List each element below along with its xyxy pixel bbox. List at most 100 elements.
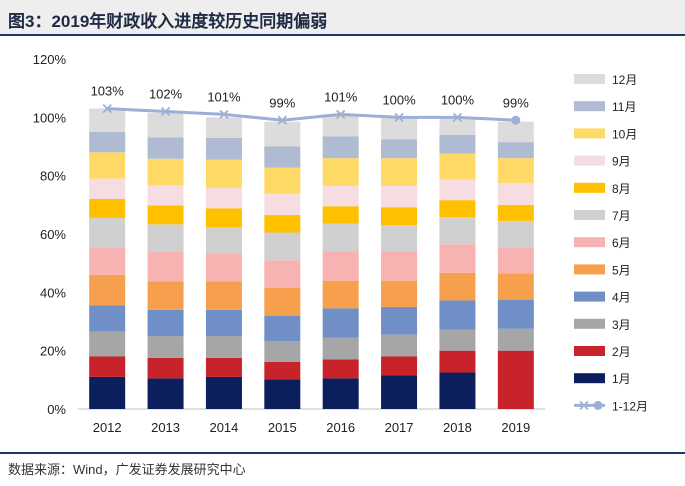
bar-segment-2012-8月 — [89, 199, 126, 218]
bar-segment-2013-3月 — [147, 336, 184, 358]
legend-label: 4月 — [612, 291, 631, 305]
bar-segment-2014-10月 — [205, 159, 242, 188]
bar-segment-2014-1月 — [205, 376, 242, 409]
line-point — [394, 112, 404, 122]
bar-segment-2012-7月 — [89, 217, 126, 248]
bar-segment-2018-4月 — [439, 300, 476, 330]
bar-segment-2012-6月 — [89, 247, 126, 275]
legend-swatch-1月 — [574, 373, 605, 384]
bar-segment-2019-7月 — [497, 220, 534, 248]
source-divider — [0, 452, 685, 454]
bar-segment-2017-6月 — [381, 251, 418, 281]
bar-segment-2017-7月 — [381, 225, 418, 252]
bar-segment-2015-5月 — [264, 287, 301, 316]
legend-swatch-4月 — [574, 291, 605, 302]
bar-segment-2013-6月 — [147, 252, 184, 282]
bar-segment-2014-3月 — [205, 336, 242, 358]
data-label: 101% — [324, 89, 358, 104]
legend-label: 6月 — [612, 236, 631, 250]
bar-segment-2018-3月 — [439, 329, 476, 351]
bar-segment-2015-2月 — [264, 361, 301, 380]
bar-segment-2016-4月 — [322, 308, 359, 338]
bar-segment-2015-12月 — [264, 121, 301, 147]
data-label: 99% — [269, 95, 295, 110]
bar-segment-2013-7月 — [147, 224, 184, 253]
bar-segment-2014-12月 — [205, 117, 242, 138]
bar-segment-2017-10月 — [381, 158, 418, 186]
data-label: 101% — [207, 89, 241, 104]
bar-segment-2019-8月 — [497, 204, 534, 221]
line-series-1-12 — [107, 107, 516, 122]
x-tick-label: 2018 — [443, 420, 472, 435]
legend-swatch-7月 — [574, 210, 605, 220]
y-tick-label: 20% — [40, 344, 66, 359]
legend-label: 1-12月 — [612, 399, 648, 413]
bar-segment-2013-10月 — [147, 158, 184, 185]
bar-segment-2012-11月 — [89, 131, 126, 153]
y-tick-label: 60% — [40, 227, 66, 242]
bar-segment-2017-3月 — [381, 334, 418, 357]
bar-segment-2015-6月 — [264, 260, 301, 288]
legend-line-dot — [593, 400, 603, 410]
bar-segment-2013-11月 — [147, 137, 184, 159]
title-bar: 图3：2019年财政收入进度较历史同期偏弱 — [0, 0, 685, 36]
legend-swatch-12月 — [574, 74, 605, 84]
bar-segment-2013-5月 — [147, 281, 184, 310]
legend-swatch-10月 — [574, 128, 605, 139]
line-point — [511, 115, 521, 125]
bar-segment-2014-8月 — [205, 208, 242, 228]
bar-segment-2016-8月 — [322, 206, 359, 224]
data-label: 99% — [503, 95, 529, 110]
bar-segment-2015-7月 — [264, 232, 301, 261]
legend-swatch-5月 — [574, 264, 605, 275]
bar-segment-2015-8月 — [264, 215, 301, 233]
bar-segment-2012-9月 — [89, 178, 126, 199]
bar-segment-2017-5月 — [381, 280, 418, 307]
legend-label: 10月 — [612, 127, 637, 141]
legend-swatch-8月 — [574, 182, 605, 193]
bar-segment-2019-3月 — [497, 328, 534, 351]
bar-segment-2016-3月 — [322, 337, 359, 360]
data-label: 102% — [149, 87, 183, 102]
line-point — [277, 115, 287, 125]
bar-segment-2015-4月 — [264, 315, 301, 342]
bar-segment-2018-6月 — [439, 244, 476, 273]
bar-segment-2014-6月 — [205, 253, 242, 282]
bar-segment-2012-4月 — [89, 305, 126, 332]
figure-title: 图3：2019年财政收入进度较历史同期偏弱 — [8, 12, 328, 31]
bar-segment-2012-1月 — [89, 376, 126, 409]
bar-segment-2018-12月 — [439, 117, 476, 135]
bar-segment-2014-4月 — [205, 309, 242, 337]
bar-segment-2017-2月 — [381, 356, 418, 376]
bar-segment-2019-2月 — [497, 350, 534, 409]
legend-line-marker — [579, 400, 589, 411]
bar-segment-2013-9月 — [147, 185, 184, 206]
line-point — [102, 103, 112, 114]
legend-label: 1月 — [612, 372, 631, 386]
bar-segment-2017-4月 — [381, 306, 418, 335]
bar-segment-2012-12月 — [89, 108, 126, 132]
bar-segment-2016-11月 — [322, 136, 359, 159]
bar-segment-2019-9月 — [497, 182, 534, 205]
legend-label: 9月 — [612, 155, 631, 169]
bar-segment-2013-8月 — [147, 205, 184, 225]
legend-label: 5月 — [612, 263, 631, 277]
bar-segment-2016-5月 — [322, 280, 359, 309]
bar-segment-2014-5月 — [205, 281, 242, 310]
bar-segment-2012-2月 — [89, 356, 126, 377]
legend-label: 11月 — [612, 100, 636, 114]
x-tick-label: 2019 — [501, 420, 530, 435]
legend-swatch-6月 — [574, 237, 605, 248]
bar-segment-2018-1月 — [439, 372, 476, 409]
line-point — [336, 109, 346, 120]
line-point — [160, 106, 171, 117]
bar-segment-2013-12月 — [147, 112, 184, 138]
line-point — [452, 112, 463, 122]
legend-swatch-9月 — [574, 155, 605, 166]
legend-label: 2月 — [612, 345, 631, 359]
bar-segment-2012-5月 — [89, 274, 126, 306]
bar-segment-2018-11月 — [439, 134, 476, 154]
x-tick-label: 2017 — [385, 420, 414, 435]
x-tick-label: 2016 — [326, 420, 355, 435]
